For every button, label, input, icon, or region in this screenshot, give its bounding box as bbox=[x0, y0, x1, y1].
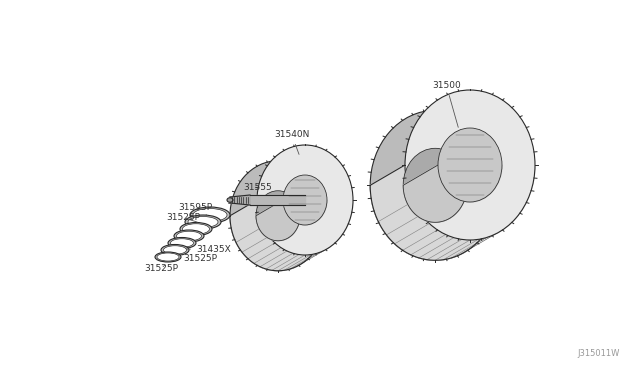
Polygon shape bbox=[370, 165, 535, 260]
Ellipse shape bbox=[438, 128, 502, 202]
Ellipse shape bbox=[170, 239, 193, 247]
Polygon shape bbox=[230, 195, 250, 205]
Ellipse shape bbox=[155, 252, 181, 262]
Text: 31500: 31500 bbox=[432, 81, 461, 127]
Ellipse shape bbox=[174, 230, 204, 242]
Ellipse shape bbox=[256, 191, 300, 241]
Ellipse shape bbox=[405, 90, 535, 240]
Ellipse shape bbox=[190, 207, 230, 223]
Text: 31435X: 31435X bbox=[185, 245, 231, 254]
Ellipse shape bbox=[403, 148, 467, 222]
Ellipse shape bbox=[180, 222, 212, 235]
Ellipse shape bbox=[177, 231, 202, 241]
Ellipse shape bbox=[193, 208, 227, 221]
Polygon shape bbox=[403, 165, 502, 222]
Ellipse shape bbox=[182, 224, 209, 234]
Polygon shape bbox=[250, 195, 305, 205]
Ellipse shape bbox=[370, 110, 500, 260]
Ellipse shape bbox=[157, 253, 179, 261]
Ellipse shape bbox=[257, 145, 353, 255]
Ellipse shape bbox=[161, 244, 189, 256]
Ellipse shape bbox=[227, 198, 233, 202]
Text: 31540N: 31540N bbox=[274, 130, 309, 154]
Ellipse shape bbox=[283, 175, 327, 225]
Polygon shape bbox=[230, 200, 353, 271]
Ellipse shape bbox=[185, 215, 221, 229]
Text: J315011W: J315011W bbox=[578, 349, 620, 358]
Polygon shape bbox=[256, 200, 327, 241]
Ellipse shape bbox=[230, 161, 326, 271]
Text: 31525P: 31525P bbox=[144, 264, 178, 273]
Text: 31525P: 31525P bbox=[177, 254, 217, 263]
Ellipse shape bbox=[168, 237, 196, 248]
Text: 31525P: 31525P bbox=[166, 213, 200, 222]
Ellipse shape bbox=[188, 217, 218, 228]
Text: 31595P: 31595P bbox=[178, 203, 212, 216]
Ellipse shape bbox=[163, 246, 186, 254]
Text: 31555: 31555 bbox=[239, 183, 272, 197]
